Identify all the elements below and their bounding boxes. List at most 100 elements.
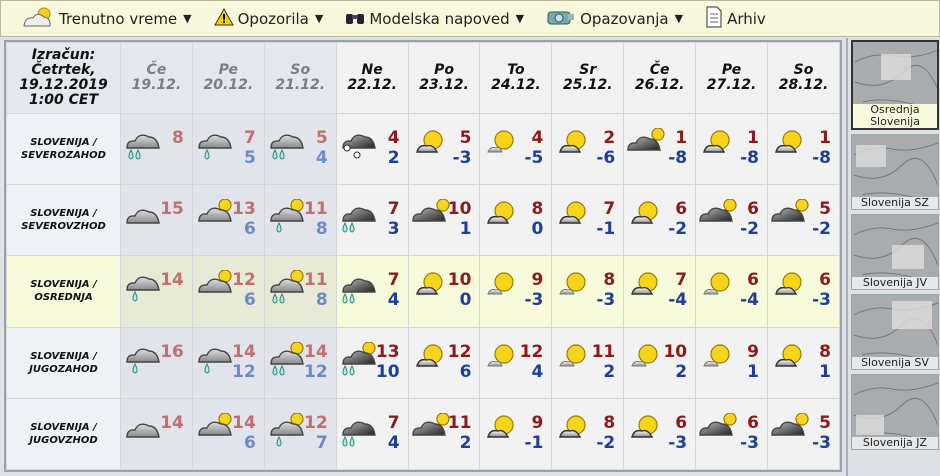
calc-day: Četrtek, xyxy=(31,62,96,78)
partly-cloudy-icon xyxy=(626,270,670,308)
forecast-cell: 6 -3 xyxy=(695,397,769,471)
min-temp: 10 xyxy=(375,361,400,382)
camera-icon xyxy=(546,7,580,31)
max-temp: 6 xyxy=(747,412,760,433)
forecast-cell: 6 -2 xyxy=(623,184,697,257)
forecast-cell: 12 6 xyxy=(407,326,481,399)
cloud-sun-rain-icon xyxy=(267,198,311,237)
region-row: SLOVENIJA / JUGOVZHOD 14 14 6 12 7 7 4 11 2 9 -1 8 -2 6… xyxy=(6,397,840,471)
map-highlight xyxy=(892,245,924,269)
min-temp: 4 xyxy=(387,290,400,311)
dark-rain-cloud-icon xyxy=(339,413,383,451)
forecast-cell: 8 -3 xyxy=(551,255,625,328)
forecast-cell: 11 8 xyxy=(263,255,337,328)
nav-trenutno-vreme[interactable]: Trenutno vreme ▼ xyxy=(21,4,192,34)
map-highlight xyxy=(856,415,884,435)
region-name[interactable]: SLOVENIJA / JUGOVZHOD xyxy=(6,397,121,471)
region-map-thumb[interactable]: Osrednja Slovenija xyxy=(851,40,939,130)
min-temp: 0 xyxy=(531,219,544,240)
forecast-cell: 11 2 xyxy=(551,326,625,399)
partly-cloudy-icon xyxy=(411,128,455,166)
region-map-thumb[interactable]: Slovenija JZ xyxy=(851,374,939,450)
dark-cloud-sun-icon xyxy=(698,412,742,451)
forecast-cell: 9 -1 xyxy=(479,397,553,471)
forecast-cell: 8 -2 xyxy=(551,397,625,471)
partly-cloudy-icon xyxy=(554,413,598,451)
max-temp: 4 xyxy=(387,128,400,148)
region-name[interactable]: SLOVENIJA / SEVEROVZHOD xyxy=(6,184,121,257)
rain-cloud-icon xyxy=(123,128,167,166)
nav-modelska-napoved[interactable]: Modelska napoved ▼ xyxy=(345,4,524,34)
caret-down-icon: ▼ xyxy=(674,12,684,25)
forecast-cell: 14 12 xyxy=(263,326,337,399)
min-temp: 12 xyxy=(304,361,328,382)
forecast-cell: 8 xyxy=(120,112,193,186)
max-temp: 12 xyxy=(519,341,544,362)
max-temp: 5 xyxy=(315,128,328,148)
max-temp: 7 xyxy=(387,270,400,291)
day-date: 27.12. xyxy=(706,77,757,93)
min-temp: -2 xyxy=(596,432,616,453)
storm-sun-rain-icon xyxy=(339,340,383,380)
caret-down-icon: ▼ xyxy=(183,12,192,25)
map-label: Slovenija SZ xyxy=(852,197,938,209)
partly-cloudy-icon xyxy=(482,199,526,237)
forecast-cell: 7 -4 xyxy=(623,255,697,328)
region-name[interactable]: SLOVENIJA / OSREDNJA xyxy=(6,255,121,328)
forecast-cell: 6 -3 xyxy=(623,397,697,471)
max-temp: 14 xyxy=(160,270,184,291)
day-date: 28.12. xyxy=(778,77,829,93)
max-temp: 14 xyxy=(232,341,256,362)
min-temp: 6 xyxy=(243,290,256,311)
nav-opozorila[interactable]: Opozorila ▼ xyxy=(213,4,323,34)
max-temp: 12 xyxy=(304,412,328,433)
sun-cloud-icon xyxy=(21,5,59,33)
nav-opazovanja[interactable]: Opazovanja ▼ xyxy=(546,4,683,34)
max-temp: 9 xyxy=(531,270,544,291)
map-label-line: Osrednja xyxy=(870,103,920,116)
rain-cloud-icon xyxy=(195,128,239,166)
forecast-cell: 14 xyxy=(120,255,193,328)
day-header: Ne 22.12. xyxy=(335,42,409,114)
day-name: So xyxy=(290,62,311,78)
day-name: Po xyxy=(434,62,454,78)
dark-cloud-sun-icon xyxy=(411,198,455,237)
day-date: 22.12. xyxy=(347,77,397,93)
max-temp: 15 xyxy=(160,199,184,220)
region-name[interactable]: SLOVENIJA / SEVEROZAHOD xyxy=(6,112,121,186)
min-temp: 2 xyxy=(675,361,688,382)
region-map-thumb[interactable]: Slovenija SV xyxy=(851,294,939,370)
forecast-cell: 13 6 xyxy=(191,184,265,257)
max-temp: 9 xyxy=(531,412,544,433)
cloud-icon xyxy=(123,199,167,237)
map-label: Slovenija JZ xyxy=(852,437,938,449)
min-temp: 1 xyxy=(459,219,472,240)
forecast-cell: 2 -6 xyxy=(551,112,625,186)
sunny-icon xyxy=(698,342,742,380)
region-row: SLOVENIJA / SEVEROVZHOD 15 13 6 11 8 7 3 10 1 8 0 7 -1… xyxy=(6,184,840,257)
max-temp: 5 xyxy=(819,412,831,433)
min-temp: -3 xyxy=(812,432,831,453)
forecast-cell: 5 -3 xyxy=(407,112,481,186)
region-name[interactable]: SLOVENIJA / JUGOZAHOD xyxy=(6,326,121,399)
day-date: 21.12. xyxy=(275,77,326,93)
forecast-cell: 14 12 xyxy=(191,326,265,399)
max-temp: 11 xyxy=(591,341,616,362)
min-temp: -4 xyxy=(740,290,760,311)
max-temp: 1 xyxy=(819,128,831,148)
partly-cloudy-icon xyxy=(554,128,598,166)
max-temp: 11 xyxy=(447,412,472,433)
map-highlight xyxy=(856,145,886,167)
max-temp: 9 xyxy=(747,341,760,362)
min-temp: 4 xyxy=(531,361,544,382)
day-header: Sr 25.12. xyxy=(551,42,625,114)
forecast-cell: 6 -4 xyxy=(695,255,769,328)
nav-arhiv[interactable]: Arhiv xyxy=(705,4,766,34)
region-map-thumb[interactable]: Slovenija SZ xyxy=(851,134,939,210)
forecast-cell: 7 -1 xyxy=(551,184,625,257)
region-map-thumb[interactable]: Slovenija JV xyxy=(851,214,939,290)
region-map-sidebar: Osrednja Slovenija Slovenija SZ Slovenija J… xyxy=(846,38,940,476)
forecast-cell: 4 -5 xyxy=(479,112,553,186)
